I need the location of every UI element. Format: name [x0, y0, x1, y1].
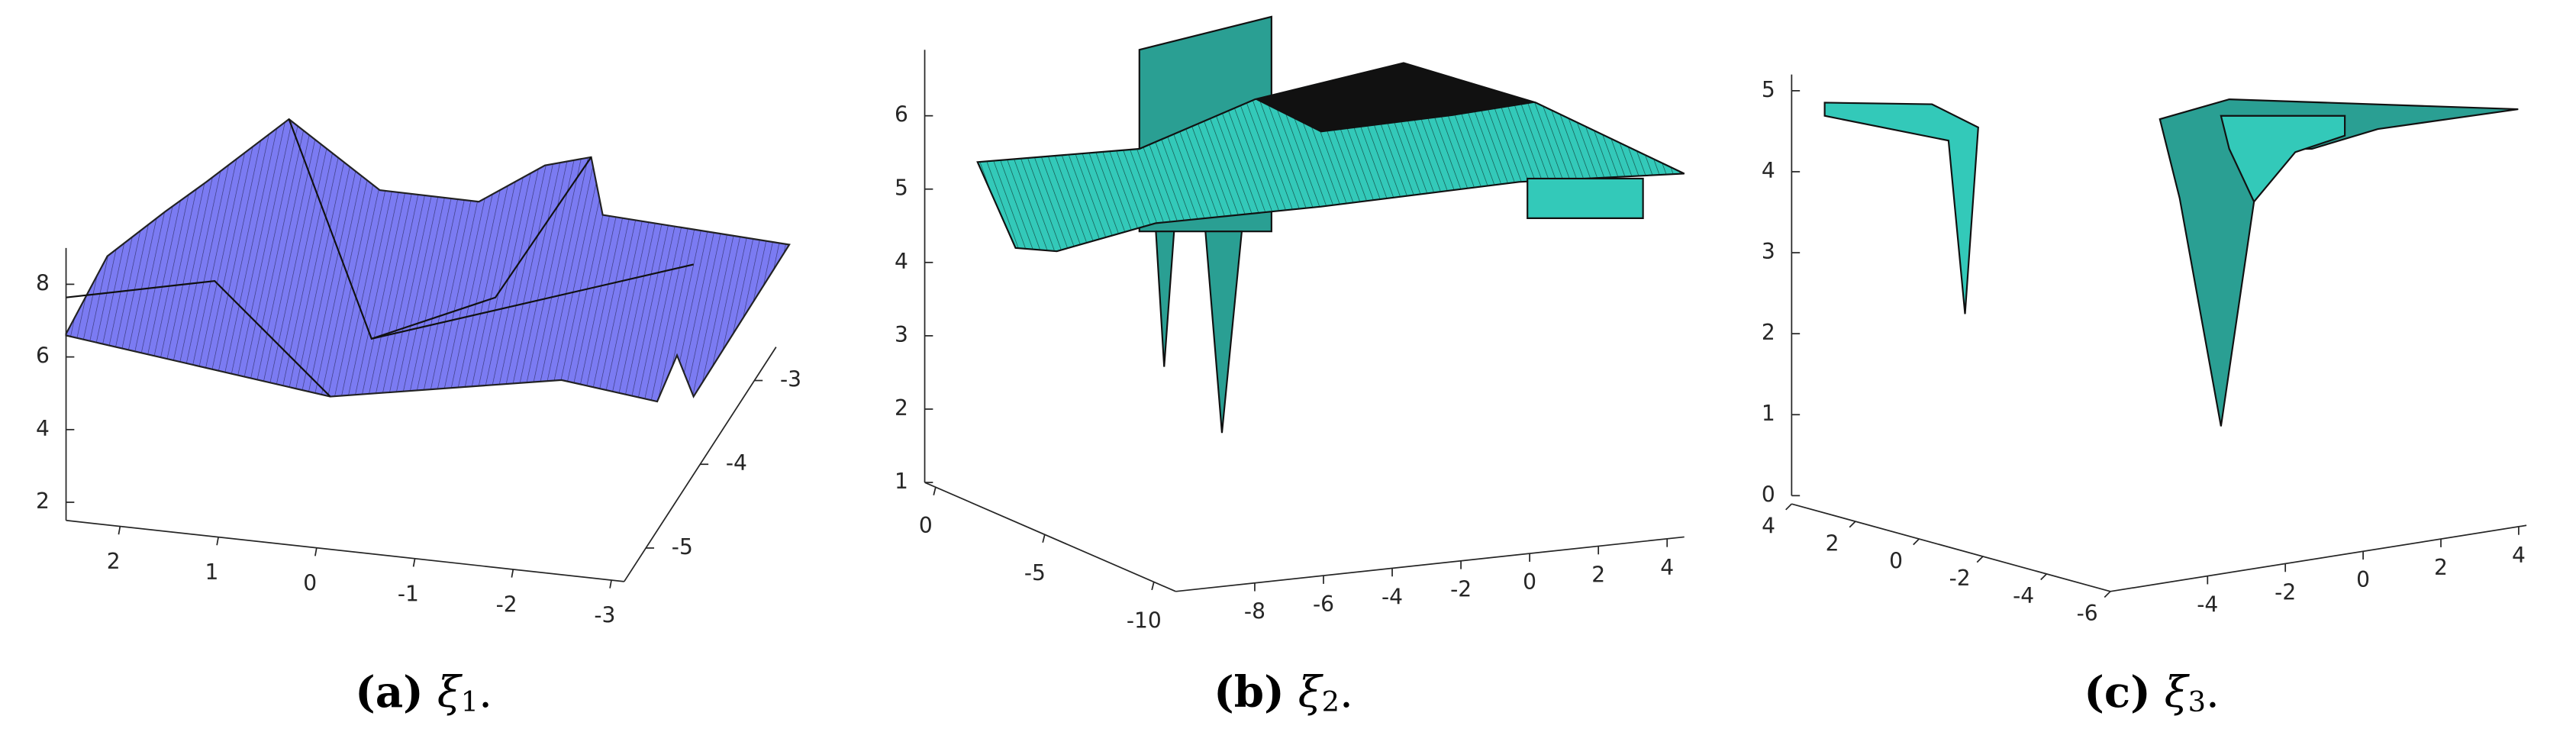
- y-tick-label: -10: [1127, 608, 1162, 633]
- axis-line: [1791, 503, 2111, 592]
- z-tick-label: 2: [1762, 320, 1775, 345]
- y-tick-label: 4: [1762, 513, 1775, 538]
- x-tick-label: 0: [2356, 567, 2370, 592]
- caption: (b) ξ2.: [1214, 667, 1353, 718]
- caption-label: (b): [1214, 667, 1285, 718]
- caption-symbol: ξ: [437, 668, 463, 718]
- axis-line: [1175, 536, 1685, 592]
- z-tick-label: 5: [1762, 77, 1775, 102]
- z-tick-label: 3: [895, 322, 908, 347]
- x-tick-label: 2: [2434, 555, 2448, 580]
- y-tick-label: 0: [919, 513, 933, 538]
- y-tick: [933, 487, 937, 495]
- axis-line: [924, 482, 1176, 592]
- caption-symbol: ξ: [1298, 668, 1324, 718]
- z-tick-label: 1: [895, 469, 908, 494]
- z-tick-label: 2: [36, 489, 50, 514]
- axis-line: [2110, 524, 2527, 592]
- x-tick-label: 0: [1523, 569, 1536, 595]
- y-tick-label: 2: [1826, 531, 1839, 556]
- x-tick: [609, 579, 612, 589]
- x-tick: [118, 526, 121, 535]
- caption-subscript: 3: [2188, 685, 2206, 718]
- y-tick: [1042, 534, 1046, 543]
- x-tick-label: -4: [1381, 584, 1403, 609]
- x-tick-label: 4: [1660, 555, 1674, 580]
- y-tick-label: -2: [1949, 566, 1971, 591]
- x-tick: [511, 569, 514, 578]
- y-tick-label: -4: [2013, 583, 2034, 608]
- x-tick-label: 2: [107, 549, 121, 574]
- caption-punct: .: [479, 668, 492, 718]
- x-tick-label: -3: [594, 603, 615, 628]
- x-tick-label: -2: [1450, 577, 1472, 602]
- z-tick-label: 5: [895, 176, 908, 201]
- y-tick-label: -4: [726, 450, 747, 476]
- caption-subscript: 1: [461, 685, 479, 718]
- y-tick-label: -3: [780, 367, 801, 392]
- x-tick: [412, 558, 416, 567]
- y-tick-label: -5: [1024, 560, 1046, 585]
- caption: (a) ξ1.: [355, 667, 492, 718]
- z-tick-label: 1: [1762, 401, 1775, 426]
- y-tick: [1151, 582, 1155, 591]
- y-tick: [2040, 573, 2048, 581]
- y-tick-label: -5: [672, 534, 693, 560]
- axis-line: [66, 519, 624, 582]
- caption: (c) ξ3.: [2084, 667, 2220, 718]
- surface-c: [1823, 98, 2519, 427]
- caption-symbol: ξ: [2165, 668, 2191, 718]
- y-tick-label: 0: [1889, 548, 1903, 573]
- z-tick-label: 8: [36, 270, 50, 295]
- z-tick-label: 0: [1762, 482, 1775, 507]
- x-tick: [314, 547, 318, 556]
- z-tick-label: 4: [1762, 158, 1775, 183]
- y-tick: [1849, 521, 1856, 528]
- x-tick-label: -2: [496, 592, 517, 618]
- z-tick-label: 6: [36, 343, 50, 369]
- z-tick-label: 6: [895, 102, 908, 127]
- x-tick-label: 2: [1591, 562, 1605, 587]
- caption-label: (a): [355, 667, 424, 718]
- z-tick-label: 4: [36, 416, 50, 441]
- z-tick-label: 4: [895, 249, 908, 274]
- x-tick-label: -6: [1313, 592, 1334, 617]
- caption-subscript: 2: [1322, 685, 1340, 718]
- y-tick: [1913, 538, 1920, 546]
- x-tick-label: -1: [398, 581, 419, 606]
- x-tick: [216, 537, 219, 546]
- z-tick-label: 3: [1762, 239, 1775, 264]
- x-tick-label: -4: [2197, 592, 2218, 618]
- x-tick-label: 1: [205, 560, 218, 585]
- y-tick: [2104, 591, 2111, 598]
- surface-a: [65, 118, 791, 403]
- surface-b: [976, 15, 1685, 434]
- caption-punct: .: [2206, 668, 2220, 718]
- caption-punct: .: [1340, 668, 1353, 718]
- y-tick-label: -6: [2077, 601, 2098, 626]
- caption-label: (c): [2084, 667, 2150, 718]
- x-tick-label: 4: [2512, 543, 2526, 568]
- x-tick-label: 0: [303, 570, 317, 595]
- x-tick-label: -8: [1244, 599, 1265, 624]
- x-tick-label: -2: [2275, 579, 2296, 605]
- z-tick-label: 2: [895, 395, 908, 421]
- y-tick: [1785, 503, 1792, 511]
- y-tick: [1976, 556, 1984, 563]
